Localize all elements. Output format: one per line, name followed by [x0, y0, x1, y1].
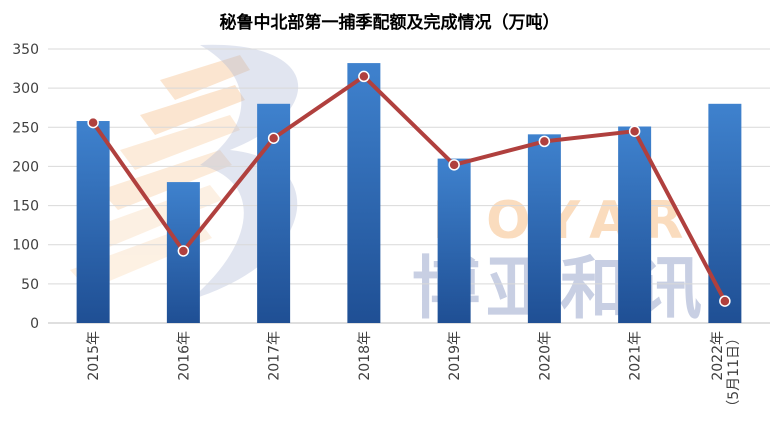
line-point — [538, 135, 551, 148]
x-tick-label: 2019年 — [447, 331, 463, 381]
watermark-latin: BOYAR — [433, 191, 698, 251]
line-point — [628, 125, 641, 137]
series-line — [91, 74, 727, 303]
watermark: BOYAR 博亚和讯 — [70, 44, 702, 329]
x-tick-label-line: 2020年 — [537, 331, 553, 381]
y-tick-label: 50 — [21, 277, 39, 293]
x-tick-label: 2015年 — [86, 331, 102, 381]
line-point — [358, 70, 370, 83]
y-tick-label: 300 — [12, 81, 39, 97]
x-tick-label: 2017年 — [267, 331, 283, 381]
line-point — [267, 132, 280, 144]
y-tick-label: 250 — [12, 120, 39, 136]
x-tick-label-line: 2019年 — [447, 331, 463, 381]
x-tick-label: 2020年 — [537, 331, 553, 381]
y-tick-label: 100 — [12, 238, 39, 254]
line-point — [448, 159, 460, 171]
x-tick-label: 2022年 （5月11日） — [710, 331, 742, 414]
bar — [347, 63, 381, 323]
bar — [437, 158, 471, 323]
x-tick-label: 2018年 — [357, 331, 373, 381]
x-tick-label-line: 2015年 — [86, 331, 102, 381]
bar — [76, 121, 110, 323]
line-point — [719, 295, 731, 307]
x-tick-label-line: 2018年 — [357, 331, 373, 381]
x-tick-label-line: 2022年 — [710, 331, 726, 381]
x-tick-label-line: 2021年 — [628, 331, 644, 381]
x-tick-label-line: （5月11日） — [726, 331, 742, 414]
bar — [527, 134, 561, 323]
line-point — [177, 245, 190, 257]
x-tick-label: 2021年 — [628, 331, 644, 381]
x-tick-label-line: 2017年 — [267, 331, 283, 381]
y-tick-label: 0 — [30, 316, 39, 332]
bar — [708, 103, 742, 323]
y-tick-label: 200 — [12, 159, 39, 175]
y-tick-label: 350 — [12, 42, 39, 58]
bar — [618, 126, 652, 323]
line-point — [87, 116, 99, 129]
x-tick-label-line: 2016年 — [176, 331, 192, 381]
y-tick-label: 150 — [12, 199, 39, 215]
chart-title: 秘鲁中北部第一捕季配额及完成情况（万吨） — [219, 13, 560, 33]
x-tick-label: 2016年 — [176, 331, 192, 381]
